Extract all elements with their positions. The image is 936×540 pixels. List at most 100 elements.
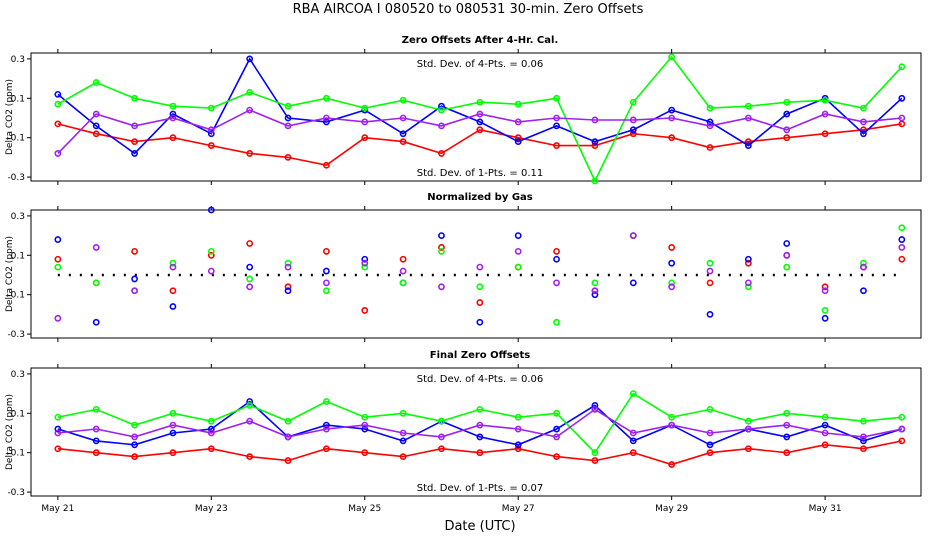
data-point-green [860,259,867,267]
data-point-blue [821,421,829,429]
data-point-green [821,413,829,421]
data-point-purple [92,110,100,118]
data-point-purple [821,110,829,118]
data-point-blue [476,433,484,441]
data-point-blue [629,279,637,287]
data-point-red [246,150,254,157]
data-point-red [591,142,599,149]
data-point-green [476,283,484,291]
y-tick-label: -0.1 [7,449,25,459]
data-point-green [553,94,560,102]
data-point-purple [92,425,100,433]
data-point-green [169,409,177,417]
data-point-purple [361,259,369,267]
data-point-purple [322,279,330,287]
data-point-purple [553,279,560,287]
data-point-red [706,449,714,457]
data-point-purple [476,263,484,271]
data-point-blue [783,240,791,247]
data-point-blue [898,94,906,102]
data-point-purple [629,429,637,437]
data-point-red [131,453,138,461]
data-point-red [744,445,752,453]
data-point-red [629,130,637,138]
data-point-red [399,138,407,146]
data-point-red [92,130,100,138]
data-point-purple [591,116,599,124]
data-point-blue [860,287,867,295]
data-point-red [54,445,62,453]
data-point-green [514,413,522,421]
data-point-green [399,279,407,287]
data-point-green [821,96,829,104]
data-point-red [399,255,407,263]
panel-title: Zero Offsets After 4-Hr. Cal. [402,35,559,46]
data-point-blue [591,402,599,409]
data-point-purple [169,263,177,271]
data-point-green [553,318,560,326]
panel-final-zero-offsets: Final Zero Offsets Delta CO2 (ppm) -0.3 -… [5,350,922,514]
x-tick-label: May 27 [502,504,535,514]
data-point-blue [169,303,177,310]
annotation-std-1pts: Std. Dev. of 1-Pts. = 0.07 [417,483,543,494]
data-point-green [246,88,254,96]
data-point-green [744,283,752,291]
data-point-blue [92,318,100,326]
data-point-blue [92,122,100,130]
data-point-blue [514,138,522,146]
annotation-std-1pts: Std. Dev. of 1-Pts. = 0.11 [417,168,543,179]
data-point-blue [514,441,522,449]
figure-title: RBA AIRCOA I 080520 to 080531 30-min. Ze… [293,2,644,17]
data-point-purple [668,421,676,429]
data-point-green [92,279,100,287]
data-point-blue [898,236,906,243]
data-point-purple [54,429,62,437]
panel-title: Normalized by Gas [427,192,533,203]
data-point-red [744,259,752,267]
data-point-red [744,138,752,146]
data-point-green [399,96,407,104]
data-point-red [361,449,369,457]
data-point-purple [553,114,560,122]
data-point-blue [629,437,637,445]
x-tick-label: May 23 [195,504,228,514]
data-point-green [361,263,369,271]
data-point-blue [553,122,560,130]
data-point-green [284,102,292,110]
data-point-red [668,461,676,468]
data-point-blue [399,130,407,138]
data-point-green [668,413,676,421]
data-point-red [629,449,637,457]
data-point-red [438,445,445,453]
data-point-purple [207,429,215,437]
data-point-purple [783,421,791,429]
data-point-blue [821,314,829,322]
data-point-purple [438,122,445,130]
data-point-purple [399,429,407,437]
y-tick-label: -0.3 [7,330,25,340]
data-point-purple [514,425,522,433]
data-point-blue [207,425,215,433]
data-point-red [438,244,445,251]
data-point-red [553,142,560,149]
data-point-red [668,244,676,251]
plot-frame [30,209,922,339]
data-point-red [246,453,254,461]
y-tick-label: 0.1 [11,409,25,419]
data-point-purple [284,433,292,441]
data-point-green [706,259,714,267]
data-point-green [54,413,62,421]
data-point-purple [706,429,714,437]
data-point-blue [54,90,62,98]
data-point-green [706,405,714,413]
data-point-purple [438,433,445,441]
data-point-blue [169,110,177,118]
data-point-green [783,263,791,271]
data-point-blue [169,429,177,437]
data-point-green [783,409,791,417]
data-point-green [361,104,369,112]
x-tick-label: May 29 [655,504,688,514]
data-point-red [322,247,330,255]
data-point-red [361,307,369,314]
data-point-purple [246,283,254,291]
